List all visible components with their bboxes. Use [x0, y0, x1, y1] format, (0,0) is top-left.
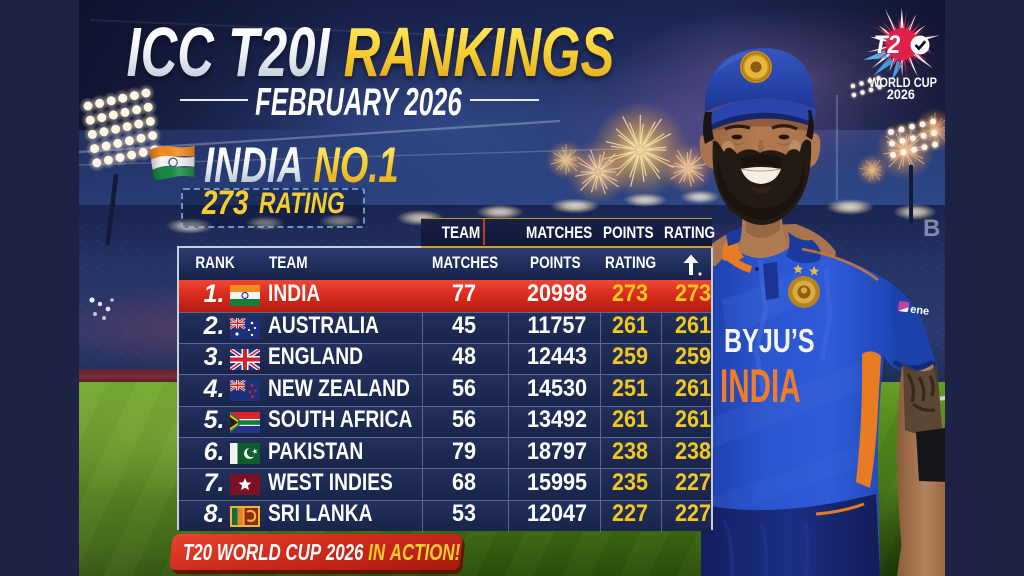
svg-text:2026: 2026	[887, 86, 915, 102]
svg-text:INDIA: INDIA	[720, 360, 801, 413]
svg-text:B: B	[923, 215, 940, 242]
svg-text:WORLD CUP: WORLD CUP	[869, 75, 937, 90]
svg-text:T2: T2	[874, 31, 901, 59]
svg-text:BYJU’S: BYJU’S	[724, 323, 815, 360]
svg-text:ene: ene	[910, 304, 930, 318]
